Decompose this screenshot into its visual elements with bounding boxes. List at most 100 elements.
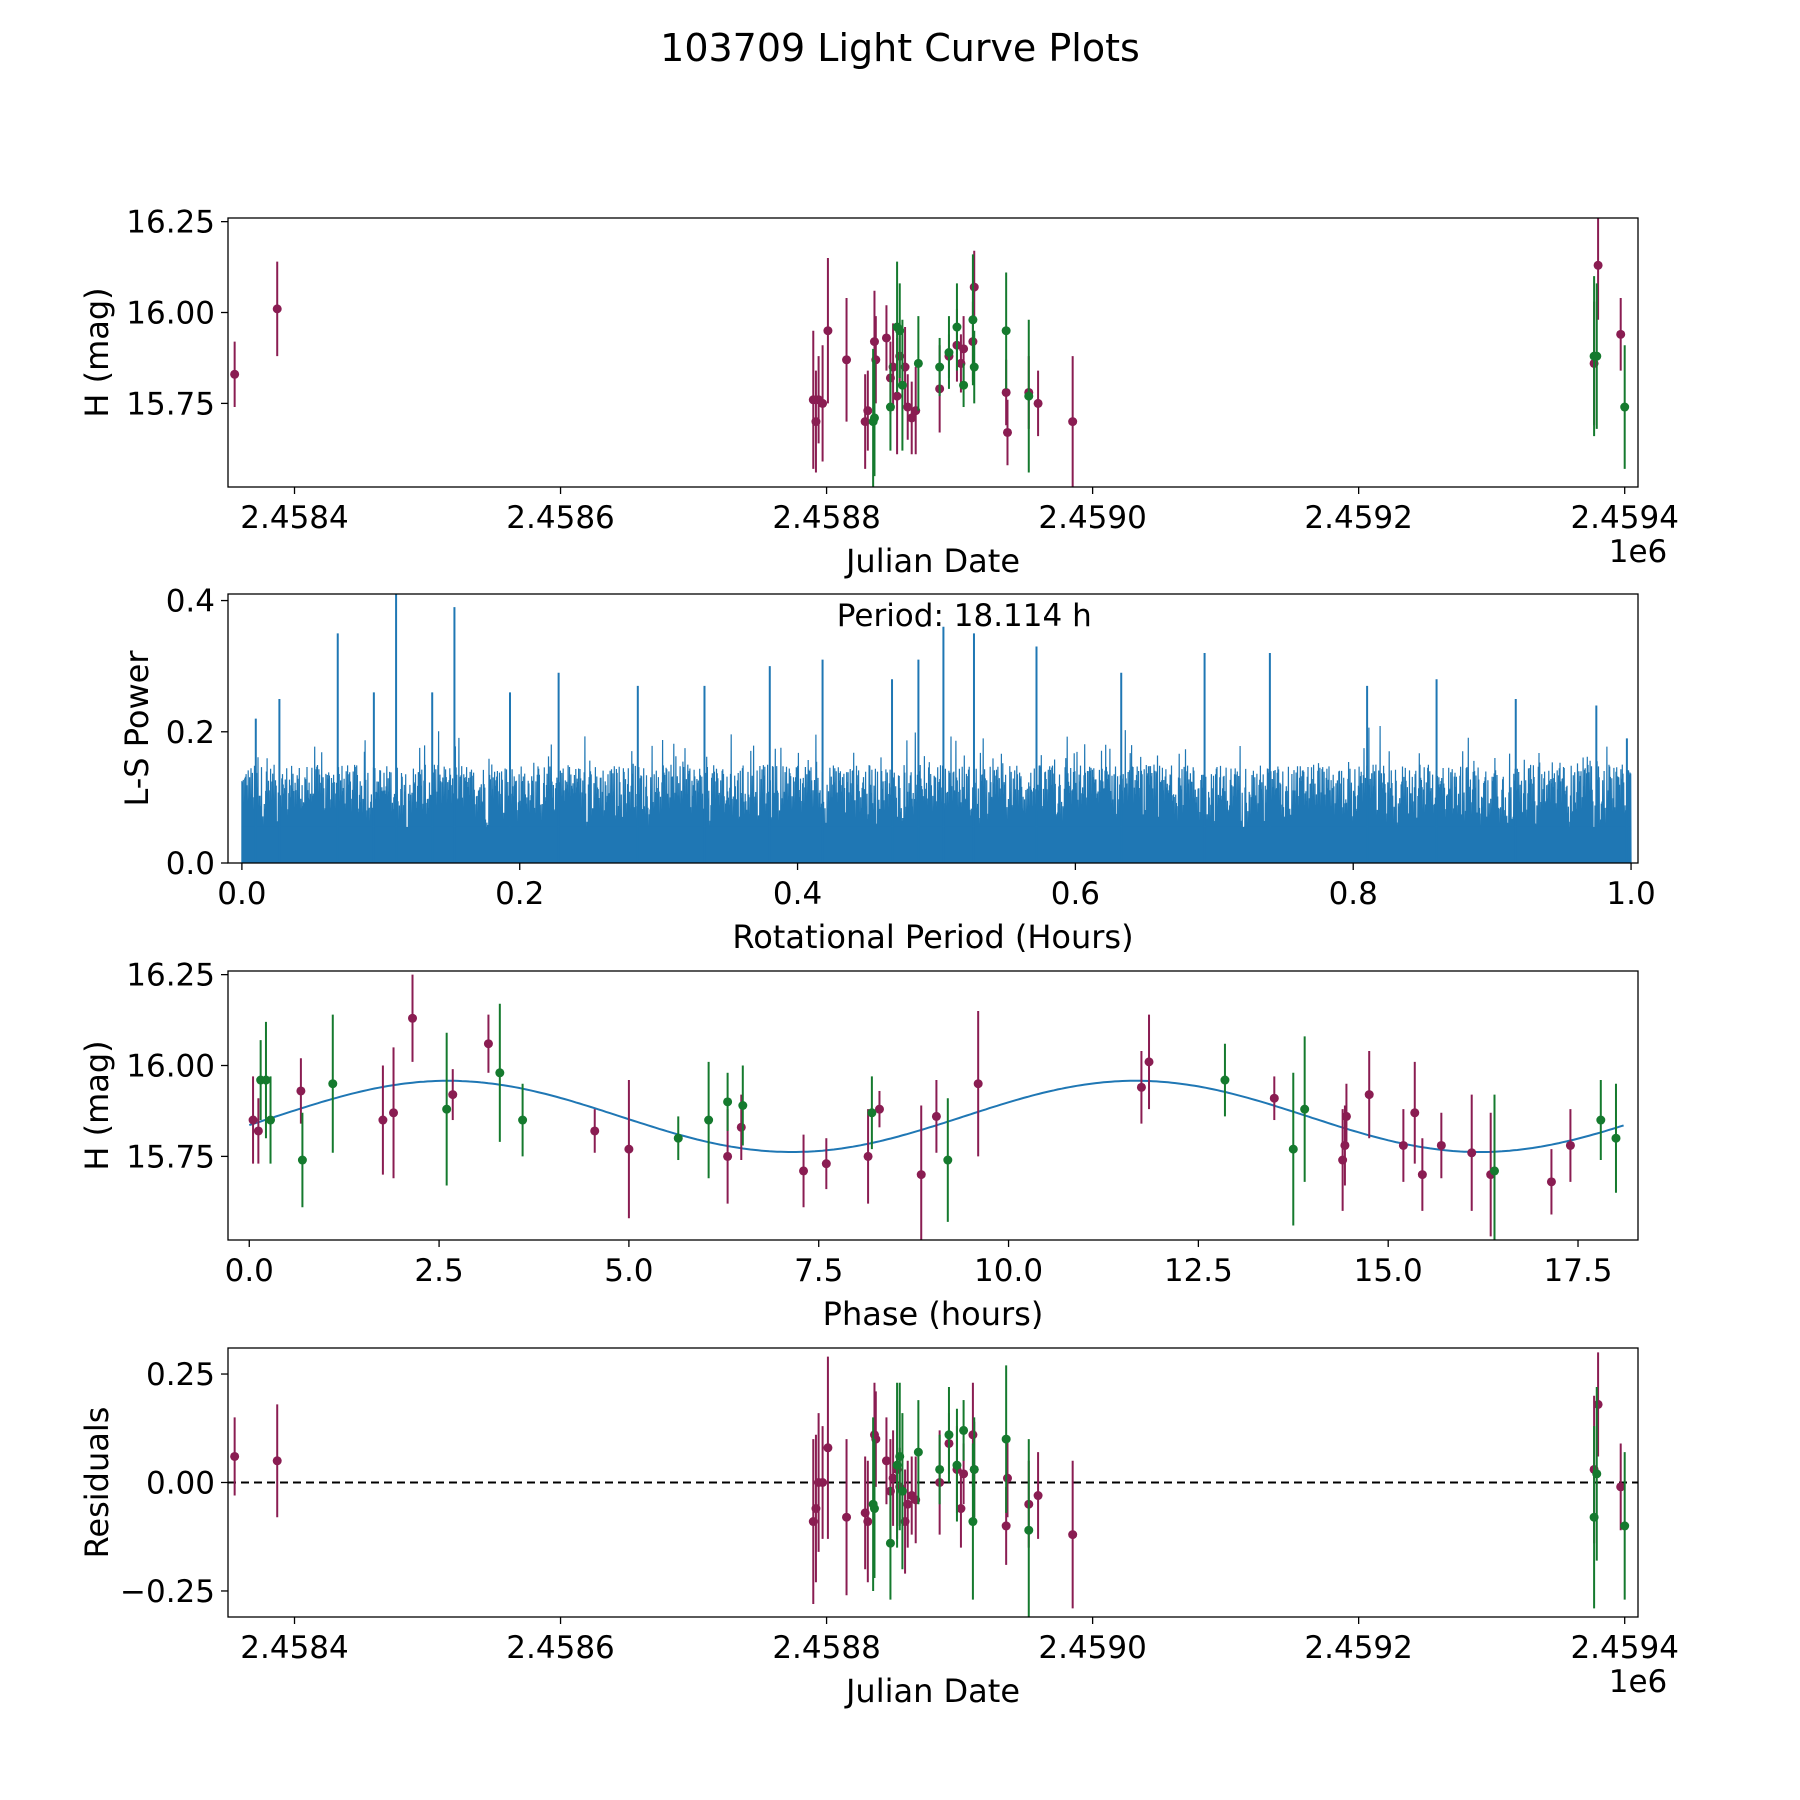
data-point-r [823,326,833,336]
x-tick-label: 2.4590 [1038,500,1146,536]
data-point-r [389,1108,399,1118]
data-point-g [969,1464,979,1474]
data-point-g [959,380,969,390]
data-point-r [1467,1148,1477,1158]
data-point-g [266,1115,276,1125]
data-point-r [869,337,879,347]
data-point-g [1592,351,1602,361]
data-point-g [968,1517,978,1527]
data-point-r [892,391,902,401]
plot-frame [227,593,1639,864]
data-point-g [1611,1133,1621,1143]
data-point-r [723,1151,733,1161]
data-point-g [968,315,978,325]
data-point-r [1565,1140,1575,1150]
x-tick-label: 2.4586 [506,1630,614,1666]
data-point-r [881,333,891,343]
x-tick-label: 0.6 [1051,876,1100,912]
data-point-r [903,1499,913,1509]
data-point-g [297,1155,307,1165]
y-tick-label: 0.4 [166,584,215,620]
data-point-r [1269,1093,1279,1103]
data-point-r [973,1079,983,1089]
data-point-g [1596,1115,1606,1125]
x-tick-label: 2.4592 [1304,500,1412,536]
data-point-g [1620,402,1630,412]
data-point-r [959,1469,969,1479]
data-point-r [799,1166,809,1176]
data-point-g [1024,1525,1034,1535]
data-point-r [1002,427,1012,437]
y-tick-label: 0.00 [146,1466,215,1502]
data-point-r [253,1126,263,1136]
data-point-r [907,413,917,423]
data-point-r [1436,1140,1446,1150]
data-point-g [1220,1075,1230,1085]
data-point-r [1616,329,1626,339]
x-tick-label: 2.4584 [240,1630,348,1666]
data-point-g [943,1155,953,1165]
phased-lightcurve-panel: 0.0 2.5 5.0 7.5 10.0 12.5 15.0 17.5 15.75 16.00 16… [78,958,1639,1333]
data-points [230,1352,1630,1617]
x-tick-label: 1.0 [1606,876,1655,912]
x-axis-label: Rotational Period (Hours) [732,918,1133,956]
data-point-r [1144,1057,1154,1067]
y-tick-label: 16.00 [126,296,215,332]
data-point-r [736,1122,746,1132]
figure-title: 103709 Light Curve Plots [660,26,1140,70]
y-tick-label: −0.25 [120,1574,215,1610]
y-tick-label: 15.75 [126,386,215,422]
data-point-g [1620,1521,1630,1531]
residuals-panel: 2.4584 2.4586 2.4588 2.4590 2.4592 2.4594 −0.2… [78,1347,1679,1710]
data-point-r [1001,1521,1011,1531]
x-tick-label: 0.0 [225,1253,274,1289]
x-tick-label: 2.4588 [772,1630,880,1666]
data-point-r [881,1456,891,1466]
data-point-g [913,1447,923,1457]
y-tick-label: 16.25 [126,205,215,241]
x-offset-label: 1e6 [1609,1664,1668,1700]
data-point-g [885,402,895,412]
data-point-r [903,402,913,412]
data-point-r [1002,1473,1012,1483]
data-point-r [1340,1140,1350,1150]
x-axis-label: Phase (hours) [823,1295,1044,1333]
data-point-r [821,1159,831,1169]
data-point-r [969,282,979,292]
data-point-g [673,1133,683,1143]
data-point-g [867,1108,877,1118]
data-point-r [888,1473,898,1483]
data-point-r [1398,1140,1408,1150]
data-point-g [869,1504,879,1514]
data-point-r [1341,1111,1351,1121]
x-offset-label: 1e6 [1609,534,1668,570]
plot-frame [227,970,1639,1241]
data-point-r [1001,387,1011,397]
data-point-r [1616,1482,1626,1492]
data-point-g [1489,1166,1499,1176]
data-point-g [738,1101,748,1110]
data-point-r [968,1430,978,1440]
data-point-g [959,1425,969,1435]
x-tick-label: 7.5 [794,1253,843,1289]
data-point-g [897,1486,907,1496]
data-point-r [916,1170,926,1180]
x-axis-label: Julian Date [844,1672,1020,1710]
data-point-g [944,348,954,357]
data-point-r [863,1151,873,1161]
x-tick-label: 2.4584 [240,500,348,536]
data-point-r [1593,260,1603,270]
data-point-g [944,1430,954,1440]
data-point-r [818,1478,828,1487]
y-axis-label: H (mag) [78,1040,116,1170]
data-point-r [624,1144,634,1154]
y-tick-label: 15.75 [126,1139,215,1175]
data-point-g [1024,391,1034,401]
data-point-g [869,413,879,423]
data-point-r [483,1039,493,1049]
y-tick-label: 16.25 [126,958,215,994]
data-point-g [969,362,979,372]
x-tick-label: 0.2 [495,876,544,912]
x-tick-label: 2.4594 [1570,500,1678,536]
